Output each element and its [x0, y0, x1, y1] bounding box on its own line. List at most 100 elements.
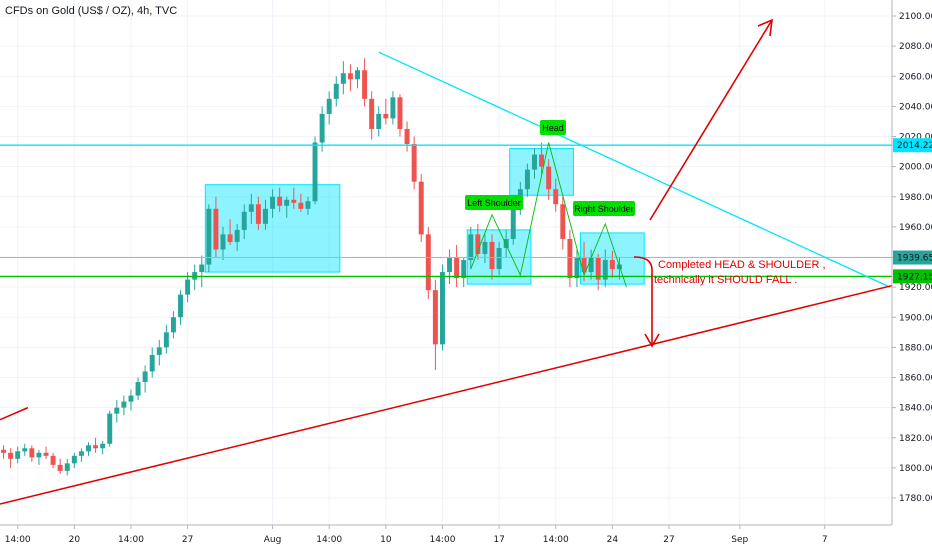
candle-body: [376, 113, 382, 129]
price-tick-label: 1780.00: [899, 494, 932, 504]
candle-body: [64, 463, 70, 471]
candle-body: [234, 229, 240, 242]
candle-body: [128, 395, 134, 402]
time-tick-label: 14:00: [543, 535, 569, 545]
right-shoulder-label-text: Right Shoulder: [574, 204, 634, 214]
candle-body: [609, 260, 615, 270]
candle-body: [36, 452, 42, 458]
resistance-price-badge-text: 2014.22: [897, 141, 932, 151]
drawn-lines: [0, 18, 893, 505]
price-tick-label: 1920.00: [899, 283, 932, 293]
candle-body: [78, 451, 84, 456]
resistance-price-badge-bg: [893, 138, 932, 153]
time-tick-label: 14:00: [118, 535, 144, 545]
candle-body: [114, 407, 120, 414]
candle-body: [482, 241, 488, 254]
candle-body: [262, 208, 268, 224]
candle-body: [581, 257, 587, 273]
price-tick-label: 1880.00: [899, 343, 932, 353]
candle-body: [347, 73, 353, 80]
time-tick-label: 24: [607, 535, 619, 545]
time-tick-label: 14:00: [5, 535, 31, 545]
candle-body: [546, 166, 552, 190]
price-axis: 2100.00 2080.00 2060.00 2040.00 2020.00 2000.…: [891, 0, 932, 525]
candle-body: [411, 144, 417, 182]
candle-body: [319, 113, 325, 143]
candle-body: [326, 98, 332, 114]
candle-body: [149, 354, 155, 372]
descending-trendline: [378, 51, 891, 288]
candle-body: [369, 98, 375, 129]
candle-body: [71, 455, 77, 464]
head-label-text: Head: [542, 123, 564, 133]
candle-body: [390, 97, 396, 119]
candle-body: [425, 234, 431, 291]
bullish-arrow-head: [757, 18, 773, 37]
price-tick-label: 2060.00: [899, 72, 932, 82]
price-tick-label: 2080.00: [899, 42, 932, 52]
candle-body: [397, 97, 403, 129]
candle-body: [93, 445, 99, 449]
candle-body: [50, 455, 56, 465]
candle-body: [163, 332, 169, 348]
price-tick-label: 2000.00: [899, 163, 932, 173]
time-axis: 14:00 20 14:00 27 Aug 14:00 10 14:00 17 14:00 24 27…: [0, 524, 892, 545]
last-price-badge: 1939.65: [893, 250, 932, 265]
candle-body: [312, 142, 318, 202]
candle-body: [291, 199, 297, 203]
support-price-badge-bg: [893, 269, 932, 284]
candle-body: [142, 371, 148, 383]
left-shoulder-label-bg: [465, 195, 523, 210]
candle-body: [404, 128, 410, 145]
candle-body: [270, 196, 276, 209]
candle-body: [567, 238, 573, 279]
candle-body: [15, 451, 21, 459]
candle-body: [135, 382, 141, 396]
price-tick-label: 2100.00: [899, 12, 932, 22]
candle-body: [298, 202, 304, 209]
candle-body: [248, 204, 254, 212]
candle-body: [107, 413, 113, 444]
candle-body: [524, 169, 530, 190]
last-price-badge-bg: [893, 250, 932, 265]
candle-body: [510, 208, 516, 239]
head-label-bg: [540, 120, 566, 135]
right-shoulder-label: Right Shoulder: [573, 201, 635, 216]
last-price-badge-text: 1939.65: [897, 254, 932, 264]
comment-line-2: technically it SHOULD FALL .: [654, 274, 797, 286]
price-tick-label: 2020.00: [899, 133, 932, 143]
left-shoulder-label: Left Shoulder: [465, 195, 523, 210]
bearish-arrow: [633, 256, 653, 344]
candle-body: [178, 294, 184, 318]
candle-body: [553, 189, 559, 205]
candle-body: [574, 257, 580, 279]
candle-body: [156, 347, 162, 355]
time-tick-label: 27: [663, 535, 674, 545]
support-price-badge-text: 1927.15: [897, 272, 932, 282]
time-tick-label: 10: [380, 535, 392, 545]
candle-body: [305, 201, 311, 209]
support-price-badge: 1927.15: [893, 269, 932, 284]
right-shoulder-label-bg: [573, 201, 635, 216]
head-shoulders-outline: [470, 142, 627, 288]
candle-body: [100, 443, 106, 449]
price-tick-label: 1900.00: [899, 313, 932, 323]
candle-body: [362, 70, 368, 99]
price-tick-label: 1800.00: [899, 464, 932, 474]
price-tick-label: 1820.00: [899, 434, 932, 444]
candle-body: [43, 452, 49, 456]
candle-body: [1, 449, 7, 453]
pattern-labels: Head Left Shoulder Right Shoulder Completed…: [465, 120, 826, 286]
candle-body: [8, 452, 14, 459]
bearish-arrow-head: [644, 333, 660, 348]
candle-body: [57, 464, 63, 471]
candle-body: [277, 196, 283, 206]
grid-lines: [0, 0, 892, 525]
candle-body: [432, 290, 438, 345]
candle-body: [284, 199, 290, 206]
left-shoulder-label-text: Left Shoulder: [467, 198, 521, 208]
candle-body: [355, 70, 360, 80]
candle-body: [29, 448, 35, 458]
candle-body: [489, 241, 495, 270]
